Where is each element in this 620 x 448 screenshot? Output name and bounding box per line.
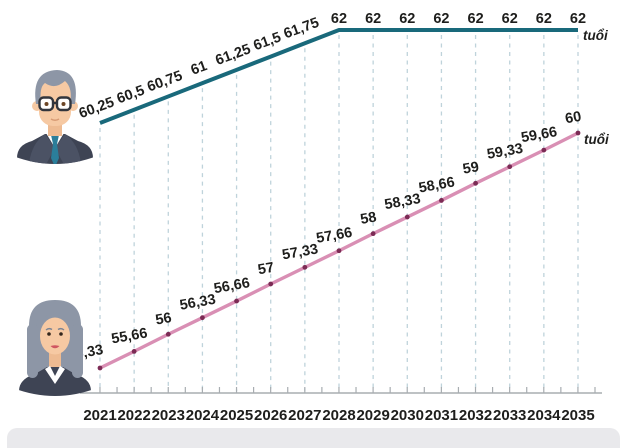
year-labels: 2021 2022 2023 2024 2025 2026 2027 2028 2029 2030…: [83, 407, 594, 424]
women-point-marker: [268, 281, 274, 287]
year-label: 2028: [322, 407, 355, 424]
year-label: 2027: [288, 407, 321, 424]
women-value-label: 57,66: [315, 225, 354, 247]
year-label: 2022: [117, 407, 150, 424]
year-label: 2031: [425, 407, 458, 424]
men-value-label: 62: [331, 11, 347, 27]
women-value-label: 56: [154, 310, 173, 329]
upper-line-male-retirement-age: [99, 28, 579, 125]
men-value-label: 62: [502, 11, 518, 27]
year-label: 2026: [254, 407, 287, 424]
women-point-marker: [404, 214, 410, 220]
women-value-label: 59: [462, 159, 481, 178]
women-unit-label: tuổi: [584, 132, 609, 147]
men-value-label: 62: [399, 11, 415, 27]
year-label: 2033: [493, 407, 526, 424]
women-value-label: 57: [257, 260, 276, 279]
women-value-label: 58: [359, 209, 378, 228]
year-label: 2035: [561, 407, 594, 424]
year-label: 2023: [152, 407, 185, 424]
women-value-label: 59,33: [486, 141, 525, 163]
man-avatar-icon: [13, 64, 97, 170]
men-value-label: 61,5: [251, 29, 283, 54]
men-value-label: 62: [570, 11, 586, 27]
x-axis-group: [80, 387, 602, 394]
women-point-marker: [302, 264, 308, 270]
women-value-label: 58,66: [417, 174, 456, 196]
women-point-markers: [97, 130, 581, 371]
women-point-marker: [370, 231, 376, 237]
women-value-label: 56,66: [213, 275, 252, 297]
year-label: 2029: [356, 407, 389, 424]
women-point-marker: [200, 315, 205, 321]
women-value-label: 60: [564, 109, 583, 128]
women-value-label: 58,33: [383, 191, 422, 213]
gray-haired-woman-icon: [19, 300, 91, 396]
women-value-label: 57,33: [281, 241, 320, 263]
gridlines-group: [99, 35, 579, 391]
men-value-label: 62: [468, 11, 484, 27]
women-value-label: 55,66: [110, 325, 149, 347]
women-point-marker: [473, 180, 478, 186]
women-point-marker: [234, 298, 239, 304]
women-point-marker: [165, 331, 171, 337]
man-with-glasses-icon: [17, 70, 93, 164]
year-label: 2032: [459, 407, 492, 424]
women-point-marker: [541, 147, 547, 153]
year-label: 2025: [220, 407, 253, 424]
men-value-label: 60,5: [115, 83, 147, 108]
year-label: 2021: [83, 407, 116, 424]
women-point-marker: [507, 164, 513, 170]
men-value-label: 62: [536, 11, 552, 27]
men-value-label: 62: [365, 11, 381, 27]
year-label: 2024: [186, 407, 220, 424]
women-point-marker: [131, 348, 137, 354]
men-value-label: 62: [433, 11, 449, 27]
woman-avatar-icon: [13, 296, 97, 402]
year-label: 2034: [527, 407, 561, 424]
women-value-labels: 55,3355,665656,3356,665757,3357,665858,3…: [66, 109, 583, 364]
men-value-label: 61: [189, 58, 210, 79]
men-unit-label: tuổi: [583, 28, 608, 43]
women-point-marker: [336, 248, 342, 254]
bottom-gray-strip: [7, 428, 620, 448]
women-point-marker: [439, 198, 444, 203]
year-label: 2030: [391, 407, 424, 424]
women-value-label: 56,33: [178, 292, 217, 314]
women-point-marker: [97, 365, 103, 371]
women-value-label: 59,66: [520, 124, 559, 146]
women-point-marker: [575, 130, 581, 136]
